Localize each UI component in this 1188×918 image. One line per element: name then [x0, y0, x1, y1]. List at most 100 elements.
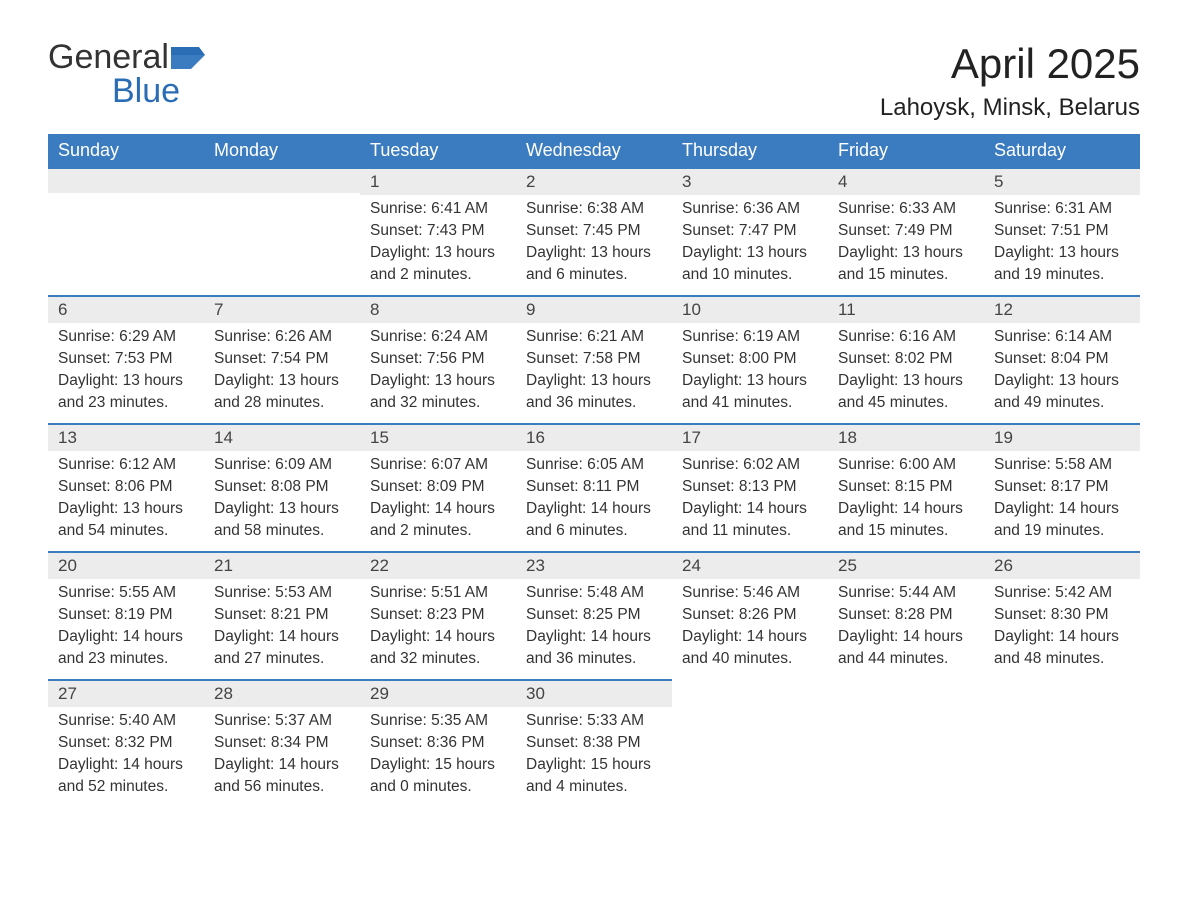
daylight-text-1: Daylight: 15 hours: [526, 755, 662, 776]
calendar-cell: 7Sunrise: 6:26 AMSunset: 7:54 PMDaylight…: [204, 295, 360, 423]
calendar-cell: 18Sunrise: 6:00 AMSunset: 8:15 PMDayligh…: [828, 423, 984, 551]
calendar-cell: 23Sunrise: 5:48 AMSunset: 8:25 PMDayligh…: [516, 551, 672, 679]
day-number: 21: [204, 551, 360, 579]
daylight-text-1: Daylight: 13 hours: [994, 371, 1130, 392]
sunrise-text: Sunrise: 5:37 AM: [214, 711, 350, 732]
daylight-text-1: Daylight: 15 hours: [370, 755, 506, 776]
sunset-text: Sunset: 8:26 PM: [682, 605, 818, 626]
day-body: Sunrise: 6:38 AMSunset: 7:45 PMDaylight:…: [516, 195, 672, 295]
sunset-text: Sunset: 8:02 PM: [838, 349, 974, 370]
calendar-cell: 15Sunrise: 6:07 AMSunset: 8:09 PMDayligh…: [360, 423, 516, 551]
sunset-text: Sunset: 8:21 PM: [214, 605, 350, 626]
sunset-text: Sunset: 7:54 PM: [214, 349, 350, 370]
daylight-text-2: and 36 minutes.: [526, 649, 662, 670]
day-number: 26: [984, 551, 1140, 579]
sunset-text: Sunset: 7:43 PM: [370, 221, 506, 242]
day-header: Sunday: [48, 134, 204, 167]
calendar-cell: 14Sunrise: 6:09 AMSunset: 8:08 PMDayligh…: [204, 423, 360, 551]
day-header: Friday: [828, 134, 984, 167]
calendar-cell: 30Sunrise: 5:33 AMSunset: 8:38 PMDayligh…: [516, 679, 672, 807]
sunrise-text: Sunrise: 6:14 AM: [994, 327, 1130, 348]
sunset-text: Sunset: 8:25 PM: [526, 605, 662, 626]
day-body: Sunrise: 6:09 AMSunset: 8:08 PMDaylight:…: [204, 451, 360, 551]
title-block: April 2025 Lahoysk, Minsk, Belarus: [880, 40, 1140, 122]
calendar-cell: [672, 679, 828, 807]
calendar-cell: 22Sunrise: 5:51 AMSunset: 8:23 PMDayligh…: [360, 551, 516, 679]
calendar-cell: 13Sunrise: 6:12 AMSunset: 8:06 PMDayligh…: [48, 423, 204, 551]
sunset-text: Sunset: 7:58 PM: [526, 349, 662, 370]
daylight-text-1: Daylight: 13 hours: [526, 371, 662, 392]
calendar-cell: 2Sunrise: 6:38 AMSunset: 7:45 PMDaylight…: [516, 167, 672, 295]
daylight-text-2: and 54 minutes.: [58, 521, 194, 542]
daylight-text-2: and 41 minutes.: [682, 393, 818, 414]
daylight-text-1: Daylight: 14 hours: [214, 627, 350, 648]
calendar-cell: 3Sunrise: 6:36 AMSunset: 7:47 PMDaylight…: [672, 167, 828, 295]
calendar-week: 1Sunrise: 6:41 AMSunset: 7:43 PMDaylight…: [48, 167, 1140, 295]
daylight-text-2: and 15 minutes.: [838, 265, 974, 286]
sunset-text: Sunset: 8:06 PM: [58, 477, 194, 498]
day-body: Sunrise: 6:21 AMSunset: 7:58 PMDaylight:…: [516, 323, 672, 423]
day-body: Sunrise: 6:02 AMSunset: 8:13 PMDaylight:…: [672, 451, 828, 551]
day-number: 15: [360, 423, 516, 451]
day-number: 29: [360, 679, 516, 707]
day-header: Monday: [204, 134, 360, 167]
calendar-week: 6Sunrise: 6:29 AMSunset: 7:53 PMDaylight…: [48, 295, 1140, 423]
sunset-text: Sunset: 8:30 PM: [994, 605, 1130, 626]
sunrise-text: Sunrise: 5:33 AM: [526, 711, 662, 732]
sunset-text: Sunset: 8:17 PM: [994, 477, 1130, 498]
daylight-text-2: and 19 minutes.: [994, 521, 1130, 542]
calendar-cell: 26Sunrise: 5:42 AMSunset: 8:30 PMDayligh…: [984, 551, 1140, 679]
daylight-text-2: and 11 minutes.: [682, 521, 818, 542]
day-number: 9: [516, 295, 672, 323]
calendar-cell: 4Sunrise: 6:33 AMSunset: 7:49 PMDaylight…: [828, 167, 984, 295]
sunrise-text: Sunrise: 5:48 AM: [526, 583, 662, 604]
sunset-text: Sunset: 8:08 PM: [214, 477, 350, 498]
calendar-cell: 5Sunrise: 6:31 AMSunset: 7:51 PMDaylight…: [984, 167, 1140, 295]
calendar-cell: [204, 167, 360, 295]
daylight-text-2: and 32 minutes.: [370, 393, 506, 414]
calendar-cell: 10Sunrise: 6:19 AMSunset: 8:00 PMDayligh…: [672, 295, 828, 423]
day-number: 25: [828, 551, 984, 579]
daylight-text-1: Daylight: 14 hours: [370, 627, 506, 648]
day-header: Tuesday: [360, 134, 516, 167]
day-number: 2: [516, 167, 672, 195]
sunrise-text: Sunrise: 6:02 AM: [682, 455, 818, 476]
day-body: Sunrise: 6:31 AMSunset: 7:51 PMDaylight:…: [984, 195, 1140, 295]
daylight-text-1: Daylight: 13 hours: [370, 371, 506, 392]
daylight-text-2: and 27 minutes.: [214, 649, 350, 670]
sunrise-text: Sunrise: 5:44 AM: [838, 583, 974, 604]
daylight-text-1: Daylight: 13 hours: [994, 243, 1130, 264]
day-number: 27: [48, 679, 204, 707]
sunrise-text: Sunrise: 6:16 AM: [838, 327, 974, 348]
daylight-text-1: Daylight: 13 hours: [838, 243, 974, 264]
daylight-text-1: Daylight: 13 hours: [370, 243, 506, 264]
day-body: Sunrise: 5:37 AMSunset: 8:34 PMDaylight:…: [204, 707, 360, 807]
daylight-text-1: Daylight: 14 hours: [58, 627, 194, 648]
sunrise-text: Sunrise: 6:00 AM: [838, 455, 974, 476]
daylight-text-2: and 45 minutes.: [838, 393, 974, 414]
day-number: 10: [672, 295, 828, 323]
sunrise-text: Sunrise: 6:33 AM: [838, 199, 974, 220]
sunset-text: Sunset: 8:11 PM: [526, 477, 662, 498]
day-body: Sunrise: 6:29 AMSunset: 7:53 PMDaylight:…: [48, 323, 204, 423]
sunrise-text: Sunrise: 5:53 AM: [214, 583, 350, 604]
sunset-text: Sunset: 8:23 PM: [370, 605, 506, 626]
day-number: 20: [48, 551, 204, 579]
daylight-text-2: and 58 minutes.: [214, 521, 350, 542]
day-number: 16: [516, 423, 672, 451]
daylight-text-1: Daylight: 14 hours: [682, 499, 818, 520]
daylight-text-2: and 15 minutes.: [838, 521, 974, 542]
daylight-text-1: Daylight: 13 hours: [682, 371, 818, 392]
sunset-text: Sunset: 8:09 PM: [370, 477, 506, 498]
daylight-text-1: Daylight: 14 hours: [682, 627, 818, 648]
calendar-cell: 11Sunrise: 6:16 AMSunset: 8:02 PMDayligh…: [828, 295, 984, 423]
day-number: 3: [672, 167, 828, 195]
daylight-text-2: and 6 minutes.: [526, 265, 662, 286]
daylight-text-1: Daylight: 13 hours: [58, 371, 194, 392]
month-title: April 2025: [880, 40, 1140, 88]
daylight-text-1: Daylight: 13 hours: [214, 371, 350, 392]
day-body: Sunrise: 6:12 AMSunset: 8:06 PMDaylight:…: [48, 451, 204, 551]
sunset-text: Sunset: 7:51 PM: [994, 221, 1130, 242]
day-number: 24: [672, 551, 828, 579]
sunset-text: Sunset: 7:53 PM: [58, 349, 194, 370]
